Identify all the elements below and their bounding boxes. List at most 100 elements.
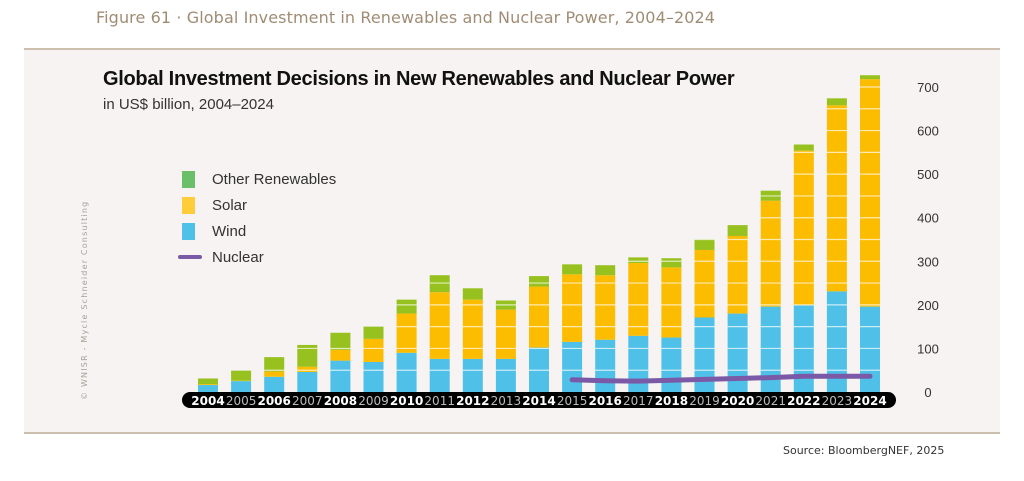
y-tick-label: 500: [917, 167, 939, 182]
x-tick-label: 2023: [822, 394, 853, 408]
bar-wind-2020: [727, 313, 748, 392]
x-tick-label: 2005: [226, 394, 257, 408]
legend-item-solar: Solar: [178, 192, 336, 218]
legend: Other Renewables Solar Wind Nuclear: [178, 166, 336, 270]
bar-solar-2016: [595, 275, 616, 340]
bar-other-2022: [793, 144, 814, 151]
bar-other-2024: [860, 75, 880, 80]
bar-solar-2014: [529, 286, 549, 348]
bar-other-2023: [826, 98, 847, 106]
x-tick-label: 2009: [358, 394, 389, 408]
x-tick-label: 2004: [191, 394, 224, 408]
x-tick-label: 2019: [689, 394, 720, 408]
legend-swatch-wind: [182, 222, 195, 240]
bar-solar-2018: [661, 267, 682, 338]
bar-solar-2015: [562, 274, 583, 342]
bar-wind-2016: [595, 339, 616, 392]
chart-subtitle: in US$ billion, 2004–2024: [103, 96, 274, 113]
bar-other-2005: [231, 370, 252, 381]
x-tick-label: 2010: [390, 394, 423, 408]
bar-wind-2006: [264, 376, 285, 392]
bar-wind-2017: [628, 335, 649, 392]
bar-solar-2010: [396, 313, 417, 353]
bar-wind-2015: [562, 341, 583, 392]
bar-wind-2013: [495, 358, 516, 392]
legend-swatch-other: [182, 170, 195, 188]
bar-other-2020: [727, 225, 748, 237]
bar-solar-2006: [264, 371, 285, 377]
y-tick-label: 100: [917, 341, 939, 356]
legend-item-other: Other Renewables: [178, 166, 336, 192]
legend-item-nuclear: Nuclear: [178, 244, 336, 270]
bar-other-2014: [529, 276, 549, 287]
legend-label: Nuclear: [212, 248, 264, 266]
bar-solar-2019: [694, 249, 715, 318]
bar-other-2016: [595, 265, 616, 276]
x-tick-label: 2011: [424, 394, 455, 408]
x-axis-band: [182, 392, 896, 408]
y-tick-label: 400: [917, 211, 939, 226]
bar-solar-2020: [727, 236, 748, 314]
bar-wind-2011: [429, 358, 450, 392]
x-tick-label: 2015: [557, 394, 588, 408]
bar-wind-2009: [363, 361, 384, 392]
x-tick-label: 2021: [755, 394, 786, 408]
nuclear-line: [569, 373, 873, 384]
x-tick-label: 2013: [491, 394, 522, 408]
bar-other-2007: [297, 344, 318, 367]
bar-other-2019: [694, 239, 715, 250]
bar-other-2015: [562, 264, 583, 275]
bar-other-2017: [628, 257, 649, 264]
y-tick-label: 0: [924, 385, 931, 400]
bar-wind-2019: [694, 317, 715, 392]
legend-label: Solar: [212, 196, 248, 214]
y-tick-label: 300: [917, 254, 939, 269]
bar-other-2010: [396, 299, 417, 314]
bar-wind-2007: [297, 371, 318, 392]
bar-wind-2008: [330, 360, 351, 392]
x-tick-label: 2012: [456, 394, 489, 408]
bar-other-2012: [462, 288, 483, 300]
bar-solar-2008: [330, 349, 351, 361]
x-tick-label: 2007: [292, 394, 323, 408]
bar-wind-2018: [661, 337, 682, 392]
x-tick-label: 2008: [324, 394, 357, 408]
y-tick-label: 600: [917, 124, 939, 139]
x-tick-label: 2018: [655, 394, 688, 408]
x-tick-label: 2022: [787, 394, 820, 408]
legend-swatch-solar: [182, 196, 195, 214]
bar-other-2008: [330, 332, 351, 350]
bar-wind-2004: [198, 385, 218, 392]
bar-solar-2021: [760, 200, 781, 307]
bar-wind-2010: [396, 352, 417, 392]
bar-other-2009: [363, 326, 384, 339]
bar-solar-2024: [860, 79, 880, 307]
bar-wind-2024: [860, 306, 880, 392]
x-tick-label: 2024: [853, 394, 886, 408]
x-tick-label: 2016: [588, 394, 621, 408]
x-tick-label: 2017: [623, 394, 654, 408]
bar-solar-2017: [628, 263, 649, 336]
legend-item-wind: Wind: [178, 218, 336, 244]
legend-label: Wind: [212, 222, 247, 240]
bar-other-2011: [429, 275, 450, 293]
x-tick-label: 2014: [522, 394, 555, 408]
bar-solar-2023: [826, 105, 847, 292]
y-tick-label: 200: [917, 298, 939, 313]
legend-label: Other Renewables: [212, 170, 337, 188]
bar-solar-2007: [297, 366, 318, 372]
bar-solar-2012: [462, 299, 483, 359]
bar-solar-2022: [793, 150, 814, 306]
bar-other-2004: [198, 378, 218, 385]
bar-solar-2004: [198, 384, 218, 386]
y-tick-label: 700: [917, 80, 939, 95]
source-note: Source: BloombergNEF, 2025: [783, 444, 945, 457]
bar-wind-2023: [826, 291, 847, 392]
bar-other-2018: [661, 258, 682, 268]
bar-solar-2013: [495, 309, 516, 359]
x-tick-label: 2020: [721, 394, 754, 408]
bar-solar-2009: [363, 338, 384, 362]
bar-other-2006: [264, 357, 285, 372]
chart-title: Global Investment Decisions in New Renew…: [103, 68, 735, 90]
